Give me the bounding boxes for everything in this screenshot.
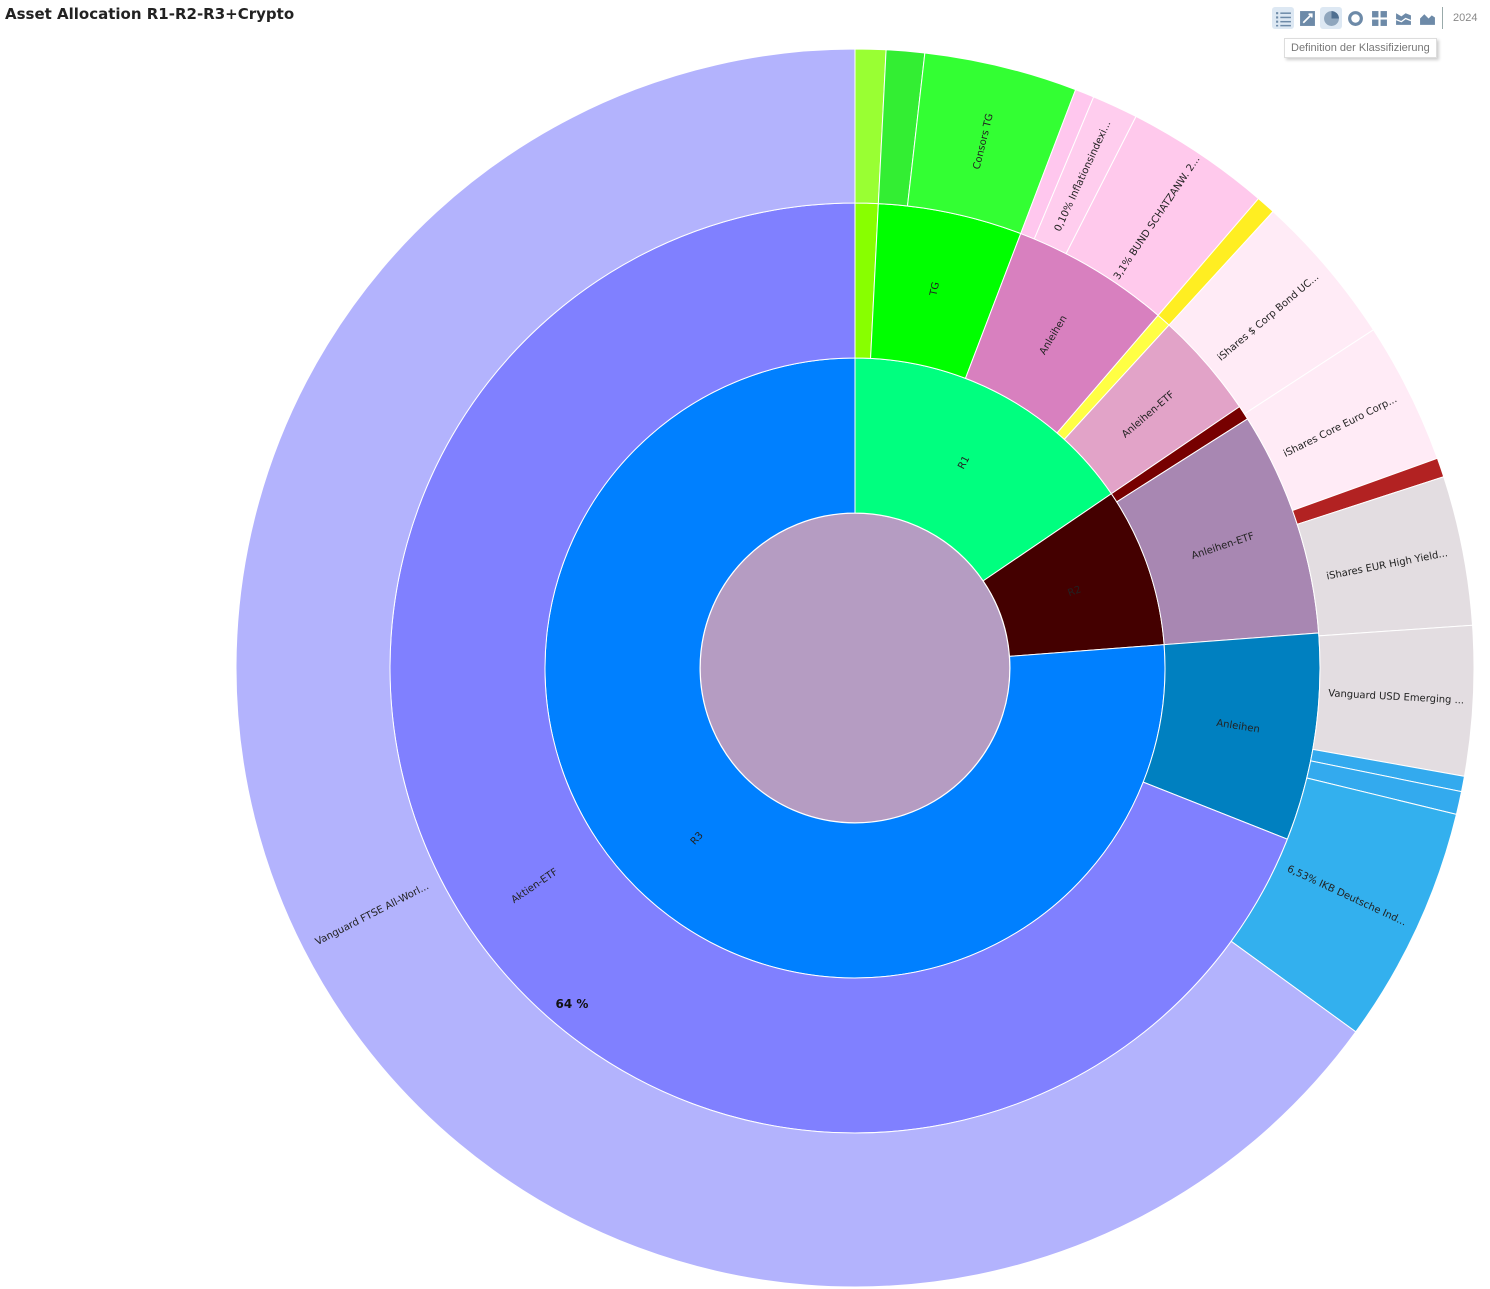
grid-view-button[interactable] [1368,7,1390,29]
ring-1-label-2: R2 [1067,584,1083,599]
tooltip: Definition der Klassifizierung [1284,38,1437,58]
highlight-percentage-label: 64 % [556,997,589,1011]
treemap-view-icon [1299,10,1315,26]
ring-2-label-2: TG [928,281,942,298]
donut-view-button[interactable] [1344,7,1366,29]
grid-view-icon [1371,10,1387,26]
list-view-button[interactable] [1272,7,1294,29]
toolbar-separator [1442,7,1443,29]
treemap-view-button[interactable] [1296,7,1318,29]
year-label[interactable]: 2024 [1453,12,1478,24]
pie-view-button[interactable] [1320,7,1342,29]
ring-1-label-1: R1 [956,454,972,471]
area-chart-icon [1395,12,1411,25]
ring-3-segment-16[interactable] [235,48,1357,1288]
sunburst-segments [235,48,1475,1288]
donut-view-icon [1347,10,1363,26]
chart-toolbar: 2024 [1272,4,1477,32]
list-view-icon [1275,11,1291,26]
stacked-area-button[interactable] [1416,7,1438,29]
chart-title: Asset Allocation R1-R2-R3+Crypto [5,5,295,23]
pie-view-icon [1323,10,1339,26]
sunburst-center[interactable] [699,512,1011,824]
stacked-area-icon [1419,13,1435,25]
area-chart-button[interactable] [1392,7,1414,29]
